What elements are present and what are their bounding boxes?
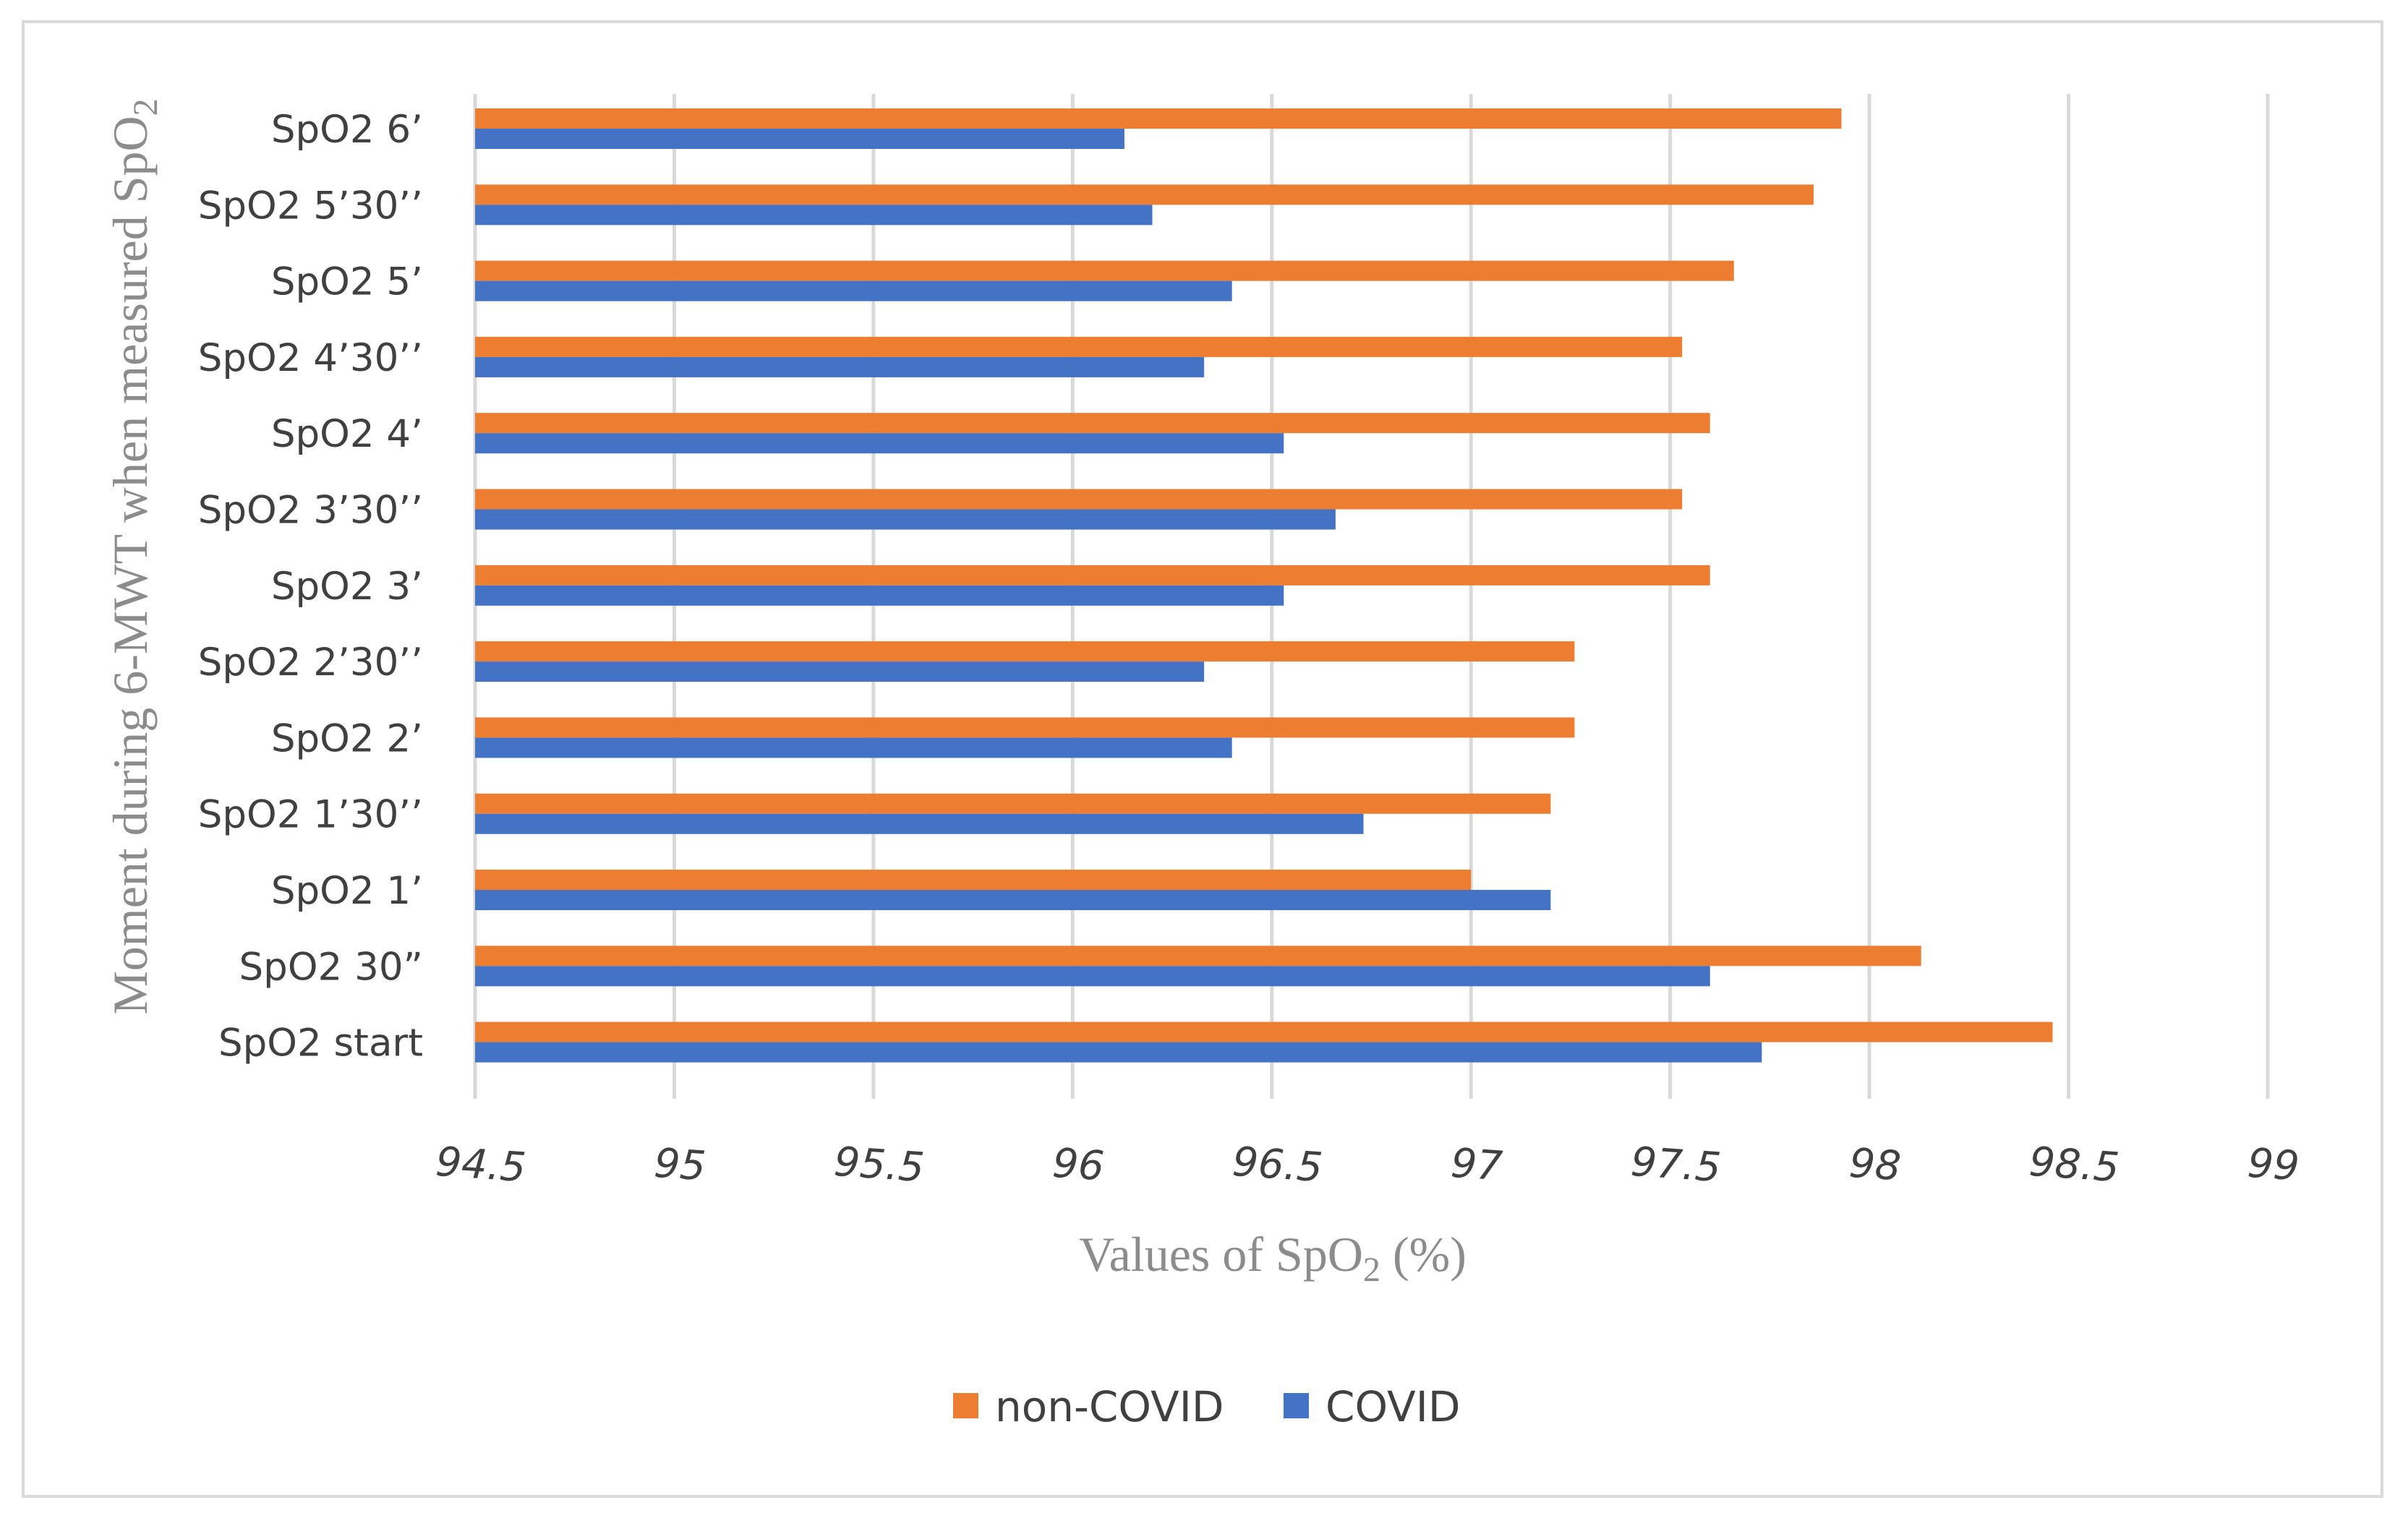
category-label: SpO2 start [218, 1021, 423, 1066]
legend-label-covid: COVID [1325, 1382, 1461, 1431]
bar-non-covid-5 [475, 489, 1683, 510]
x-tick-label: 96 [1051, 1140, 1106, 1191]
bar-covid-3 [475, 356, 1205, 377]
category-label: SpO2 5’ [271, 260, 423, 304]
x-tick-label: 98 [1848, 1140, 1903, 1191]
bar-covid-5 [475, 509, 1336, 530]
bar-non-covid-10 [475, 870, 1472, 890]
x-tick-label: 97 [1449, 1140, 1504, 1191]
bar-non-covid-12 [475, 1021, 2053, 1042]
category-label: SpO2 4’30’’ [198, 336, 423, 380]
legend-label-non-covid: non-COVID [995, 1382, 1224, 1431]
bar-covid-10 [475, 890, 1551, 910]
bar-non-covid-1 [475, 184, 1814, 205]
category-label: SpO2 1’ [271, 869, 423, 913]
bar-covid-7 [475, 661, 1205, 682]
category-label: SpO2 2’ [271, 716, 423, 760]
x-tick-label: 96.5 [1231, 1139, 1324, 1192]
x-tick-label: 95.5 [832, 1139, 926, 1192]
x-tick-labels: 94.5 95 95.5 96 96.5 97 97.5 98 98.5 99 [434, 1139, 2300, 1192]
bar-covid-0 [475, 129, 1124, 149]
category-label: SpO2 5’30’’ [198, 184, 423, 228]
x-tick-label: 95 [653, 1140, 708, 1191]
category-label: SpO2 3’ [271, 565, 423, 609]
bar-non-covid-3 [475, 336, 1683, 357]
bar-covid-8 [475, 737, 1232, 758]
bar-non-covid-2 [475, 260, 1734, 281]
bar-non-covid-0 [475, 108, 1842, 129]
bar-covid-2 [475, 280, 1232, 301]
legend-swatch-covid [1284, 1393, 1309, 1418]
bar-non-covid-7 [475, 641, 1575, 662]
category-label: SpO2 6’ [271, 108, 423, 152]
bar-covid-6 [475, 585, 1284, 606]
bar-covid-1 [475, 205, 1153, 226]
legend-swatch-non-covid [953, 1393, 978, 1418]
category-label: SpO2 4’ [271, 412, 423, 456]
x-tick-label: 99 [2246, 1140, 2301, 1191]
y-axis-title: Moment during 6-MWT when measured SpO2 [103, 98, 165, 1014]
category-label: SpO2 2’30’’ [198, 640, 423, 685]
category-label: SpO2 30” [239, 945, 423, 989]
bar-covid-11 [475, 966, 1710, 987]
legend: non-COVID COVID [953, 1382, 1461, 1431]
bar-covid-4 [475, 433, 1284, 454]
bar-non-covid-11 [475, 946, 1921, 967]
category-label: SpO2 1’30’’ [198, 793, 423, 837]
bar-covid-12 [475, 1042, 1762, 1063]
x-tick-label: 97.5 [1629, 1139, 1722, 1192]
category-labels: SpO2 6’ SpO2 5’30’’ SpO2 5’ SpO2 4’30’’ SpO2… [198, 108, 423, 1066]
bar-non-covid-8 [475, 717, 1575, 738]
bar-covid-9 [475, 813, 1364, 834]
x-axis-title: Values of SpO2 (%) [1079, 1227, 1466, 1289]
bar-non-covid-4 [475, 413, 1710, 434]
category-label: SpO2 3’30’’ [198, 489, 423, 533]
bar-non-covid-9 [475, 793, 1551, 814]
x-tick-label: 98.5 [2028, 1139, 2121, 1192]
bars [475, 108, 2053, 1063]
x-tick-label: 94.5 [434, 1139, 527, 1192]
bar-non-covid-6 [475, 565, 1710, 586]
